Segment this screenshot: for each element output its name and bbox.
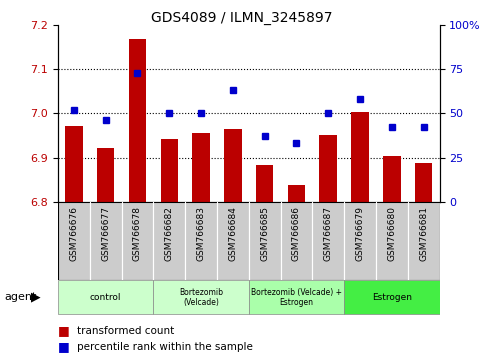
- Bar: [249, 202, 281, 280]
- Bar: [58, 202, 90, 280]
- Text: GSM766685: GSM766685: [260, 206, 269, 261]
- Text: agent: agent: [5, 292, 37, 302]
- Text: Bortezomib (Velcade) +
Estrogen: Bortezomib (Velcade) + Estrogen: [251, 288, 342, 307]
- Text: GSM766677: GSM766677: [101, 206, 110, 261]
- Bar: [256, 166, 273, 202]
- Text: ■: ■: [58, 325, 70, 337]
- Text: GSM766682: GSM766682: [165, 206, 174, 261]
- Text: GDS4089 / ILMN_3245897: GDS4089 / ILMN_3245897: [151, 11, 332, 25]
- Text: ■: ■: [58, 341, 70, 353]
- Text: Bortezomib
(Velcade): Bortezomib (Velcade): [179, 288, 223, 307]
- Text: control: control: [90, 293, 121, 302]
- Text: GSM766683: GSM766683: [197, 206, 206, 261]
- Bar: [192, 133, 210, 202]
- Text: GSM766681: GSM766681: [419, 206, 428, 261]
- Bar: [97, 148, 114, 202]
- Bar: [249, 280, 344, 314]
- Bar: [65, 126, 83, 202]
- Bar: [415, 163, 432, 202]
- Bar: [160, 139, 178, 202]
- Bar: [122, 202, 154, 280]
- Bar: [224, 129, 242, 202]
- Bar: [281, 202, 313, 280]
- Text: GSM766687: GSM766687: [324, 206, 333, 261]
- Text: GSM766684: GSM766684: [228, 206, 237, 261]
- Bar: [313, 202, 344, 280]
- Bar: [154, 280, 249, 314]
- Bar: [185, 202, 217, 280]
- Text: Estrogen: Estrogen: [372, 293, 412, 302]
- Bar: [383, 156, 400, 202]
- Bar: [288, 185, 305, 202]
- Bar: [217, 202, 249, 280]
- Text: GSM766676: GSM766676: [70, 206, 78, 261]
- Bar: [128, 39, 146, 202]
- Text: GSM766680: GSM766680: [387, 206, 397, 261]
- Text: GSM766679: GSM766679: [355, 206, 365, 261]
- Bar: [376, 202, 408, 280]
- Bar: [344, 280, 440, 314]
- Bar: [58, 280, 154, 314]
- Bar: [319, 135, 337, 202]
- Bar: [408, 202, 440, 280]
- Bar: [154, 202, 185, 280]
- Text: GSM766686: GSM766686: [292, 206, 301, 261]
- Text: transformed count: transformed count: [77, 326, 174, 336]
- Bar: [90, 202, 122, 280]
- Bar: [351, 113, 369, 202]
- Bar: [344, 202, 376, 280]
- Text: percentile rank within the sample: percentile rank within the sample: [77, 342, 253, 352]
- Text: ▶: ▶: [31, 291, 41, 304]
- Text: GSM766678: GSM766678: [133, 206, 142, 261]
